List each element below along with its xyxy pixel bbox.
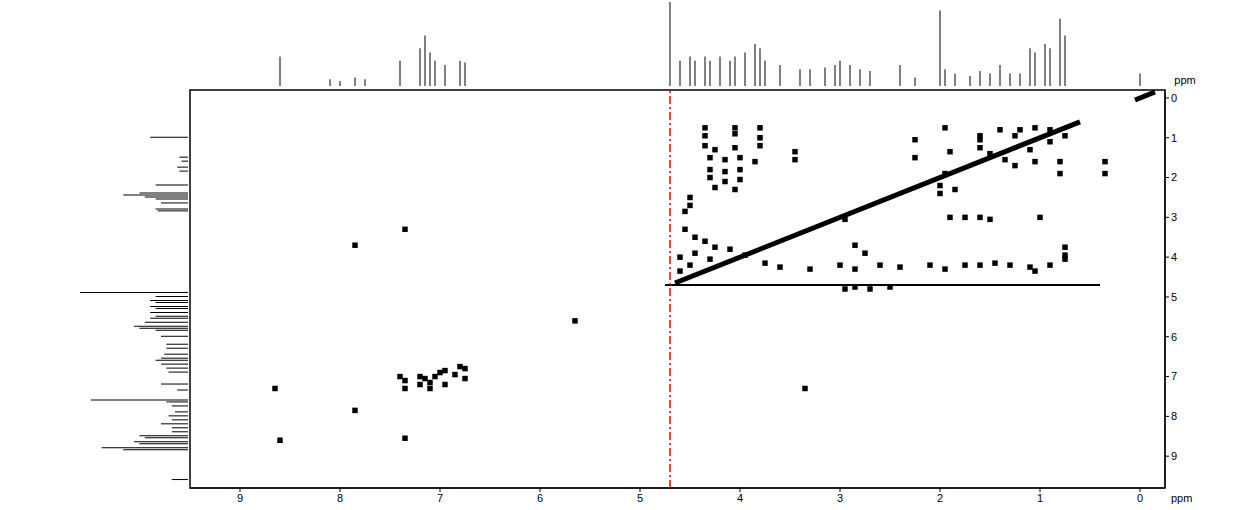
svg-text:6: 6: [537, 492, 543, 504]
svg-text:2: 2: [937, 492, 943, 504]
svg-text:1: 1: [1037, 492, 1043, 504]
svg-text:6: 6: [1171, 331, 1177, 343]
svg-text:2: 2: [1171, 171, 1177, 183]
svg-text:9: 9: [237, 492, 243, 504]
svg-text:3: 3: [837, 492, 843, 504]
svg-text:0: 0: [1137, 492, 1143, 504]
svg-text:1: 1: [1171, 132, 1177, 144]
svg-text:3: 3: [1171, 211, 1177, 223]
svg-text:9: 9: [1171, 450, 1177, 462]
svg-text:8: 8: [337, 492, 343, 504]
svg-text:ppm: ppm: [1174, 74, 1195, 86]
svg-text:4: 4: [737, 492, 743, 504]
svg-text:8: 8: [1171, 410, 1177, 422]
svg-text:7: 7: [437, 492, 443, 504]
svg-text:5: 5: [1171, 291, 1177, 303]
svg-text:0: 0: [1171, 92, 1177, 104]
svg-text:5: 5: [637, 492, 643, 504]
svg-text:4: 4: [1171, 251, 1177, 263]
svg-text:7: 7: [1171, 370, 1177, 382]
svg-text:ppm: ppm: [1171, 492, 1192, 504]
